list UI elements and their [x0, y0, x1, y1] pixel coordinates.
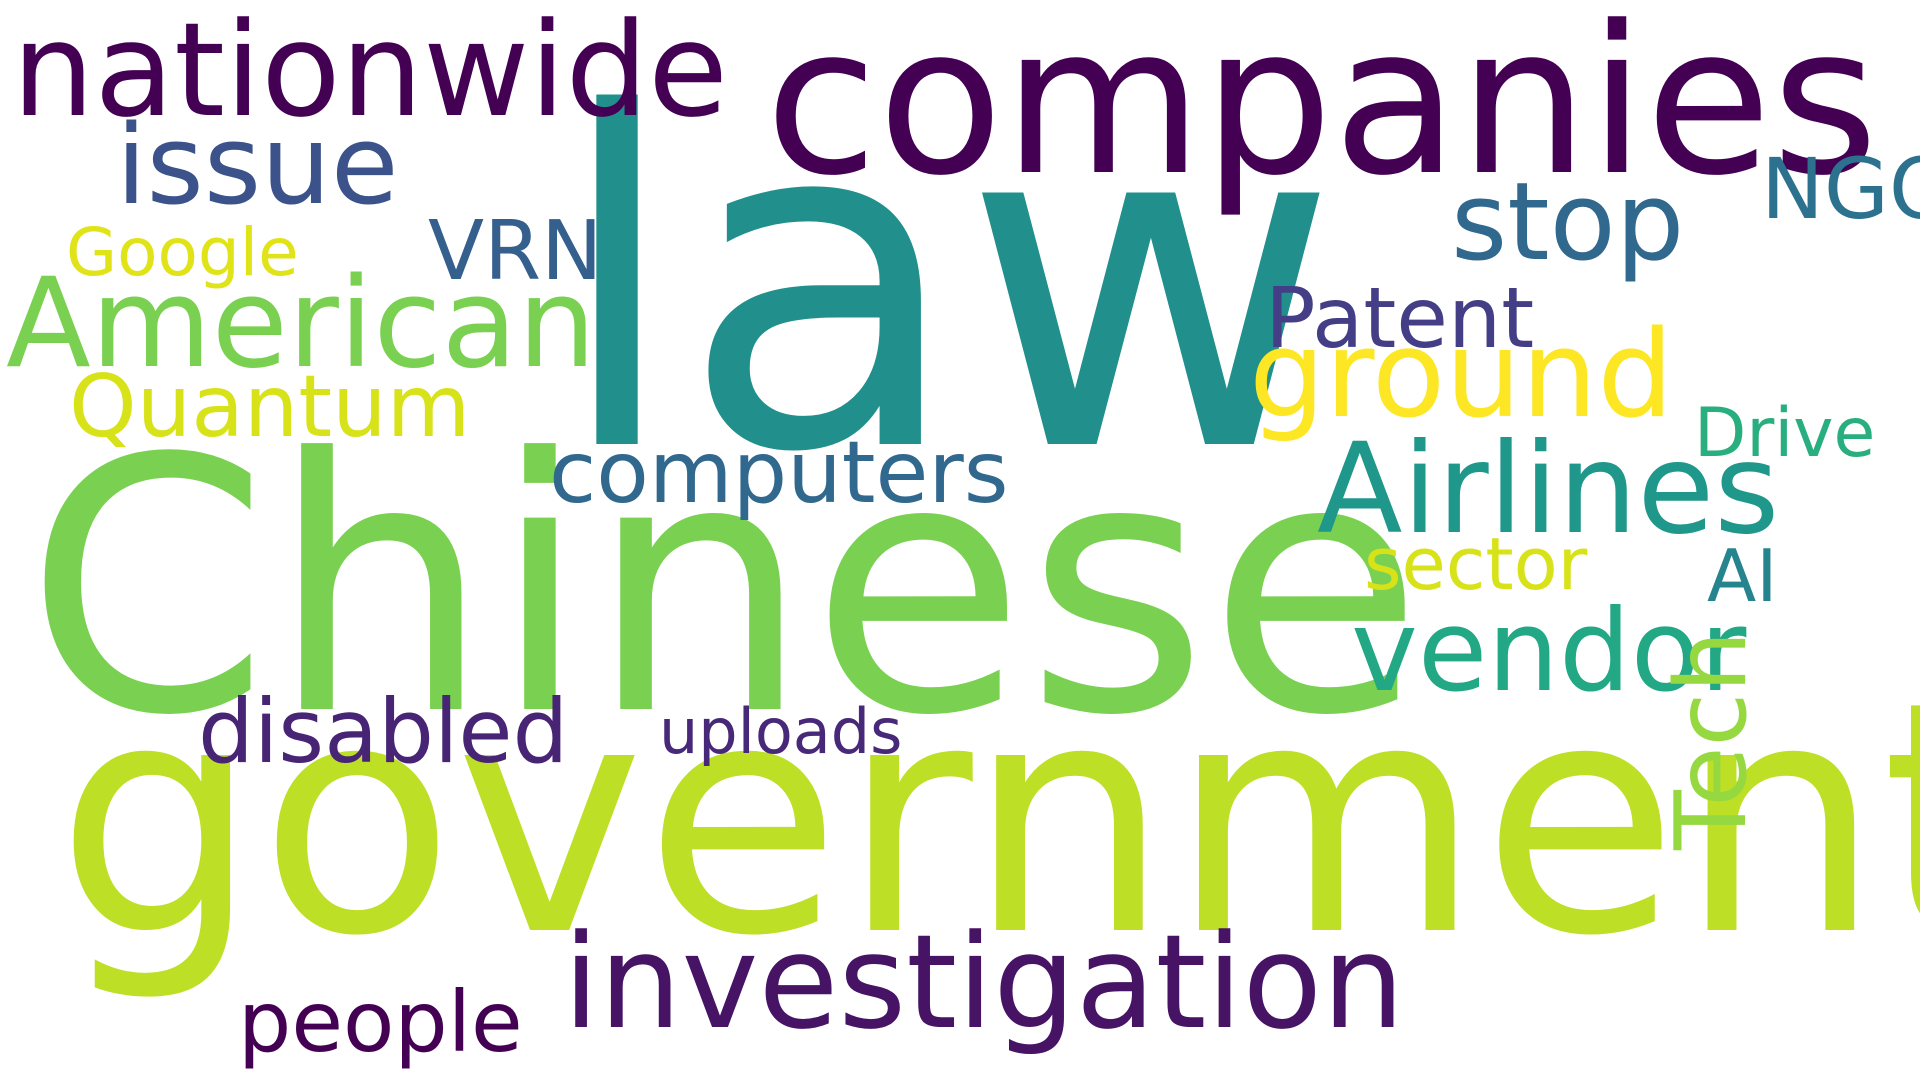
- word-ngo: NGO: [1761, 140, 1920, 238]
- word-sector: sector: [1364, 522, 1588, 606]
- word-american: American: [6, 252, 597, 396]
- word-airlines: Airlines: [1317, 417, 1780, 562]
- word-companies: companies: [765, 0, 1879, 221]
- word-disabled: disabled: [198, 680, 569, 783]
- word-stop: stop: [1451, 160, 1685, 285]
- word-law: law: [553, 18, 1339, 553]
- word-chinese: Chinese: [25, 384, 1424, 792]
- word-drive: Drive: [1694, 394, 1876, 473]
- word-google: Google: [66, 214, 299, 291]
- word-patent: Patent: [1265, 269, 1535, 367]
- word-vendor: vendor: [1351, 585, 1747, 717]
- word-investigation: investigation: [563, 906, 1405, 1058]
- word-nationwide: nationwide: [12, 0, 729, 146]
- word-ground: ground: [1249, 306, 1674, 445]
- word-quantum: Quantum: [69, 357, 471, 457]
- word-ai: AI: [1707, 534, 1778, 618]
- word-uploads: uploads: [659, 695, 903, 768]
- word-people: people: [238, 973, 523, 1071]
- word-government: government: [56, 634, 1920, 1006]
- word-vrn: VRN: [428, 204, 603, 299]
- word-computers: computers: [549, 423, 1009, 523]
- word-issue: issue: [116, 101, 399, 229]
- word-tech: Tech: [1655, 630, 1769, 851]
